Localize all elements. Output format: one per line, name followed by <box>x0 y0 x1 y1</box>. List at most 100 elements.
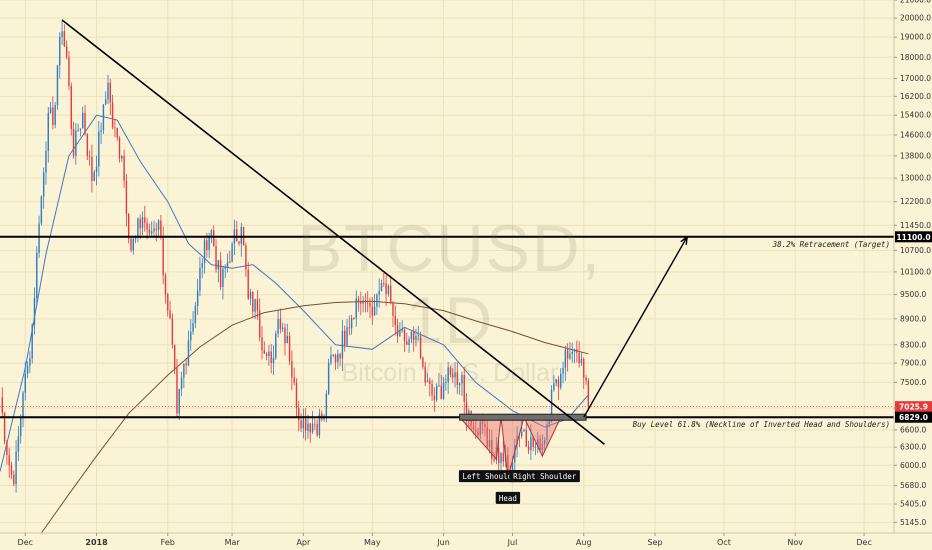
grid-lines <box>0 0 894 533</box>
candle-body <box>493 459 495 461</box>
candle-body <box>406 341 408 345</box>
candle-body <box>424 366 426 383</box>
candle-body <box>541 443 544 451</box>
candle-body <box>254 299 256 312</box>
candle-body <box>77 129 79 131</box>
candle-body <box>337 353 339 363</box>
candle-body <box>295 382 298 409</box>
candle-body <box>226 261 229 268</box>
candle-body <box>373 306 376 316</box>
candle-body <box>378 290 380 295</box>
candle-body <box>417 335 419 337</box>
y-tick-label: 6300.0 <box>900 443 926 452</box>
candle-body <box>314 423 316 425</box>
candle-body <box>164 275 167 295</box>
candle-body <box>42 172 45 197</box>
candle-body <box>318 413 321 436</box>
horizontal-levels <box>0 235 894 419</box>
candle-body <box>17 436 20 452</box>
candle-body <box>452 374 454 378</box>
candle-body <box>511 462 514 474</box>
candle-body <box>265 353 268 356</box>
candle-body <box>199 267 201 291</box>
y-tick-label: 6600.0 <box>900 425 926 434</box>
candle-body <box>263 350 266 354</box>
candle-body <box>88 156 91 157</box>
candle-body <box>203 240 206 264</box>
right-shoulder-label: Right Shoulder <box>513 472 577 481</box>
x-tick-label: Apr <box>296 538 311 547</box>
candle-body <box>192 322 194 332</box>
head-and-shoulders-pattern <box>458 413 587 479</box>
y-tick-label: 5680.0 <box>900 481 926 490</box>
candle-body <box>236 229 238 242</box>
candle-body <box>284 327 286 344</box>
x-tick-label: Jul <box>507 538 518 547</box>
candle-body <box>10 465 13 475</box>
candle-body <box>465 401 468 419</box>
y-tick-label: 16200.0 <box>900 92 931 101</box>
candle-body <box>408 339 410 345</box>
candle-body <box>571 351 573 354</box>
y-tick-label: 10700.0 <box>900 246 931 255</box>
candle-body <box>49 107 52 113</box>
y-tick-label: 17000.0 <box>900 74 931 83</box>
candle-body <box>587 380 590 407</box>
candle-body <box>6 441 8 456</box>
candle-body <box>300 420 302 429</box>
price-tag-label: 11100.0 <box>896 233 930 242</box>
candle-body <box>160 220 162 237</box>
candle-body <box>461 375 463 384</box>
candle-body <box>316 424 318 436</box>
y-tick-label: 5145.0 <box>900 518 926 527</box>
candle-body <box>157 220 160 230</box>
left-shoulder-label: Left Shoulder <box>462 472 521 481</box>
candle-body <box>399 330 401 336</box>
x-tick-label: Aug <box>576 538 592 547</box>
head-label: Head <box>499 494 517 503</box>
candle-body <box>134 236 137 239</box>
candle-body <box>13 474 15 485</box>
candle-body <box>217 260 220 270</box>
candle-body <box>169 310 171 319</box>
candle-body <box>38 223 40 253</box>
y-tick-label: 14600.0 <box>900 131 931 140</box>
candle-body <box>566 349 569 359</box>
candle-body <box>560 373 562 388</box>
candle-body <box>530 436 532 451</box>
candle-body <box>412 331 415 340</box>
y-axis: 21000.0 20000.0 19000.0 18000.0 17000.0 16200… <box>893 0 932 533</box>
y-tick-label: 13800.0 <box>900 151 931 160</box>
candle-body <box>63 31 66 47</box>
candle-body <box>553 383 555 390</box>
moving-averages <box>0 114 589 534</box>
candle-body <box>364 300 367 303</box>
candle-body <box>346 327 348 345</box>
candle-body <box>555 379 557 384</box>
candle-body <box>291 361 293 378</box>
candle-body <box>208 237 210 250</box>
candle-body <box>569 353 571 359</box>
candle-body <box>325 393 328 417</box>
candle-body <box>183 363 185 378</box>
candle-body <box>206 240 208 250</box>
buy-level-label: Buy Level 61.8% (Neckline of Inverted He… <box>633 420 890 429</box>
candle-body <box>433 395 436 401</box>
candle-body <box>353 318 355 319</box>
price-tag-label: 7025.9 <box>899 403 928 412</box>
candle-body <box>357 298 360 302</box>
candle-body <box>447 367 449 383</box>
candle-body <box>463 375 465 402</box>
candle-body <box>525 429 528 447</box>
candle-body <box>366 302 369 304</box>
candle-body <box>573 349 576 352</box>
candle-body <box>380 283 383 291</box>
candle-body <box>472 425 475 430</box>
candle-body <box>362 300 364 304</box>
candle-body <box>440 385 442 399</box>
candle-body <box>392 302 394 316</box>
x-tick-label: Jun <box>436 538 450 547</box>
y-tick-label: 7500.0 <box>900 378 926 387</box>
candle-body <box>309 423 311 433</box>
